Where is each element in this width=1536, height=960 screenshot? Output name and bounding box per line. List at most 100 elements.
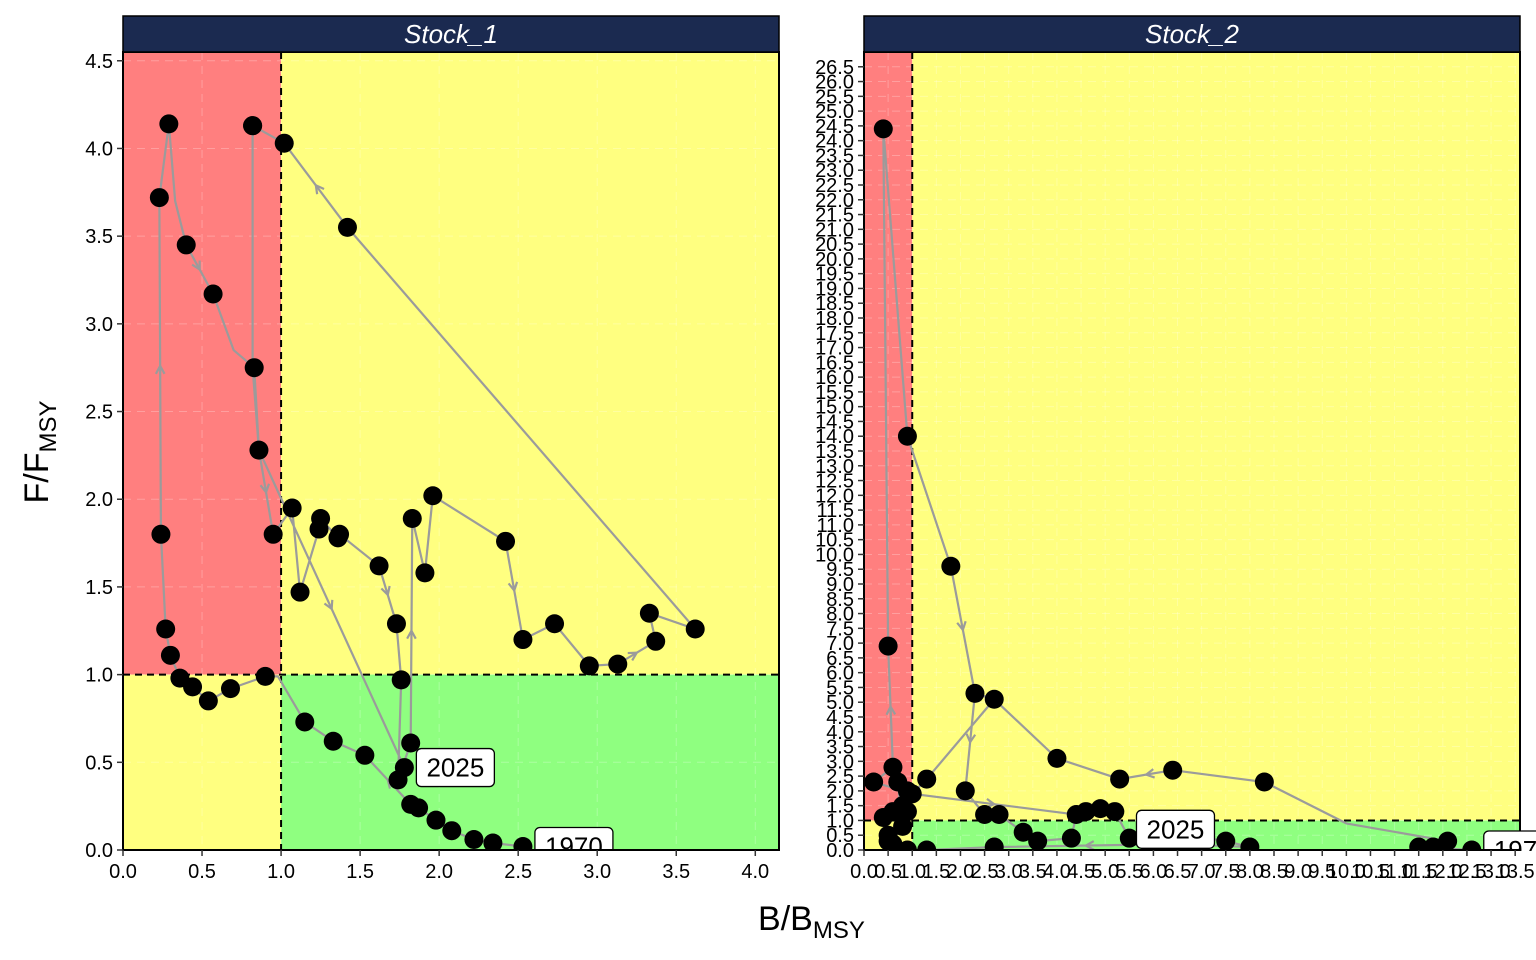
panel-strip [863,15,1521,53]
data-point-24 [263,524,283,544]
y-tick-label-18: 9.0 [826,574,854,596]
trajectory-arrow-42 [885,704,897,716]
y-tick-label-29: 14.5 [815,411,854,433]
x-tick-label-8: 4.0 [741,861,769,883]
y-tick-label-20: 10.0 [815,544,854,566]
x-tick-label-5: 2.5 [971,861,999,883]
y-tick-label-25: 12.5 [815,471,854,493]
y-tick-label-10: 5.0 [826,692,854,714]
y-tick-label-2: 1.0 [826,810,854,832]
trajectory-arrow-38 [406,628,417,640]
y-tick-label-8: 4.0 [826,722,854,744]
y-tick-label-16: 8.0 [826,604,854,626]
y-tick-label-11: 5.5 [826,677,854,699]
y-tick-label-9: 4.5 [85,51,113,73]
x-tick-label-4: 2.0 [947,861,975,883]
year-label-text: 2025 [426,753,484,783]
y-axis-title-slash: / [18,473,56,483]
y-tick-label-5: 2.5 [85,402,113,424]
x-tick-label-6: 3.0 [995,861,1023,883]
data-point-32 [984,689,1004,709]
y-tick-label-49: 24.5 [815,116,854,138]
data-point-21 [203,284,223,304]
y-tick-label-34: 17.0 [815,338,854,360]
data-point-19 [159,114,179,134]
y-tick-label-1: 0.5 [85,752,113,774]
y-tick-label-39: 19.5 [815,264,854,286]
trajectory-arrow-10 [965,733,977,745]
data-point-40 [513,630,533,650]
data-point-22 [244,358,264,378]
data-point-38 [975,805,995,825]
y-tick-label-8: 4.0 [85,138,113,160]
data-point-38 [423,486,443,506]
trajectory-arrow-6 [1143,768,1156,779]
y-tick-label-1: 0.5 [826,825,854,847]
x-axis-title-sub: MSY [813,917,865,944]
year-label-box [415,747,496,788]
x-tick-label-14: 7.0 [1188,861,1216,883]
x-axis-title-main: B [758,900,781,938]
data-point-21 [893,816,913,836]
trajectory-arrow-42 [507,581,519,593]
x-axis-title-main-2: B [790,900,813,938]
x-tick-label-19: 9.5 [1308,861,1336,883]
y-tick-label-22: 11.0 [817,515,854,537]
x-tick-label-7: 3.5 [1019,861,1047,883]
y-tick-label-53: 26.5 [815,57,854,79]
data-point-47 [337,217,357,237]
data-point-5 [1216,831,1236,851]
year-label-text: 2025 [1147,814,1205,844]
x-tick-label-23: 11.5 [1400,861,1437,883]
y-tick-label-40: 20.0 [815,249,854,271]
y-tick-label-6: 3.0 [85,314,113,336]
data-point-7 [355,745,375,765]
y-tick-label-47: 23.5 [815,145,854,167]
x-tick-label-2: 1.0 [267,861,295,883]
data-point-9 [1028,831,1048,851]
trajectory-arrow-22 [191,260,201,272]
data-point-1 [483,833,503,853]
y-tick-label-38: 19.0 [815,278,854,300]
panel-title: Stock_1 [404,19,498,49]
data-point-24 [902,784,922,804]
zone-yellow-1 [912,52,1520,821]
trajectory-arrow-54 [323,599,334,611]
y-tick-label-41: 20.5 [815,234,854,256]
x-tick-label-7: 3.5 [662,861,690,883]
y-tick-label-43: 21.5 [815,205,854,227]
data-point-23 [249,440,269,460]
y-tick-label-6: 3.0 [826,751,854,773]
y-tick-label-4: 2.0 [826,781,854,803]
x-tick-label-0: 0.0 [109,861,137,883]
data-point-28 [873,119,893,139]
data-point-8 [323,731,343,751]
trajectory-arrow-26 [259,483,271,495]
y-tick-label-48: 24.0 [815,131,854,153]
x-tick-label-0: 0.0 [850,861,878,883]
svg-text:B/BMSY: B/BMSY [758,900,865,944]
x-tick-label-5: 2.5 [504,861,532,883]
data-point-40 [917,769,937,789]
y-tick-label-23: 11.5 [817,500,854,522]
data-point-50 [243,116,263,136]
y-tick-label-17: 8.5 [826,589,854,611]
y-tick-label-12: 6.0 [826,663,854,685]
data-point-11 [220,679,240,699]
year-label-2025: 2025 [1135,809,1216,849]
data-point-35 [1163,760,1183,780]
data-point-44 [646,631,666,651]
x-tick-label-26: 13.0 [1472,861,1511,883]
x-tick-label-15: 7.5 [1212,861,1240,883]
data-point-20 [176,235,196,255]
x-tick-label-12: 6.0 [1140,861,1168,883]
data-point-30 [941,556,961,576]
x-tick-label-13: 6.5 [1164,861,1192,883]
x-tick-label-27: 13.5 [1496,861,1535,883]
x-axis-title: B/BMSY [758,900,865,944]
y-tick-label-42: 21.0 [815,219,854,241]
y-tick-label-7: 3.5 [826,737,854,759]
data-point-48 [274,133,294,153]
